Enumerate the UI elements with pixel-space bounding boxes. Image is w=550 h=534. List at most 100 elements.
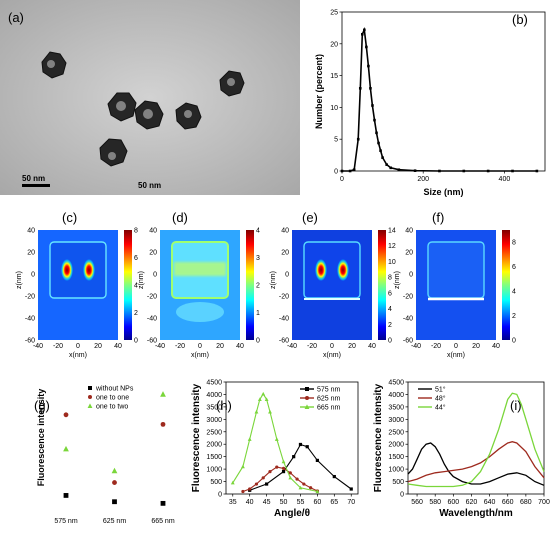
colorbar-tick-label: 0 bbox=[388, 338, 392, 345]
x-tick-label: 40 bbox=[236, 343, 244, 350]
colorbar-tick-label: 6 bbox=[134, 255, 138, 262]
x-tick-label: 0 bbox=[340, 176, 344, 183]
panel-label-d: (d) bbox=[172, 210, 188, 225]
series-line bbox=[342, 26, 537, 172]
data-point bbox=[295, 477, 299, 481]
data-point bbox=[281, 470, 286, 474]
plot-frame bbox=[341, 11, 546, 172]
x-tick-label: -40 bbox=[33, 343, 43, 350]
panel-label-c: (c) bbox=[62, 210, 77, 225]
heatmap-d: (d) bbox=[160, 210, 240, 340]
x-tick-label: 0 bbox=[198, 343, 202, 350]
x-tick-label: 40 bbox=[246, 499, 254, 506]
y-tick-label: 1500 bbox=[206, 454, 222, 461]
panel-label-f: (f) bbox=[432, 210, 444, 225]
colorbar-tick-label: 14 bbox=[388, 228, 396, 235]
data-point bbox=[377, 141, 380, 145]
data-point bbox=[369, 87, 372, 90]
y-tick-label: 0 bbox=[285, 272, 289, 279]
legend-label: 575 nm bbox=[317, 387, 341, 394]
data-point bbox=[365, 45, 368, 49]
colorbar-tick-label: 6 bbox=[512, 264, 516, 271]
y-tick-label: 0 bbox=[218, 492, 222, 499]
cube-outline bbox=[303, 241, 361, 299]
heatmap-e: (e) bbox=[292, 210, 372, 340]
y-tick-label: 3000 bbox=[388, 417, 404, 424]
data-point bbox=[462, 169, 466, 173]
panel-label-h: (h) bbox=[216, 398, 232, 413]
colorbar-tick-label: 4 bbox=[388, 306, 392, 313]
x-axis-label: Size (nm) bbox=[423, 187, 463, 197]
data-point bbox=[112, 499, 117, 505]
colorbar bbox=[124, 230, 132, 340]
colorbar-tick-label: 8 bbox=[134, 228, 138, 235]
data-point bbox=[298, 485, 303, 490]
y-tick-label: 2500 bbox=[388, 429, 404, 436]
y-tick-label: 0 bbox=[409, 272, 413, 279]
data-point bbox=[358, 87, 362, 90]
data-point bbox=[381, 156, 384, 159]
scale-bar bbox=[22, 184, 50, 187]
chart-g: 575 nm 625 nm 665 nm Fluorescence intensity… bbox=[36, 386, 175, 526]
plot-frame bbox=[407, 381, 545, 495]
y-tick-label: -40 bbox=[147, 316, 157, 323]
data-point bbox=[379, 149, 382, 152]
data-point bbox=[349, 487, 353, 491]
x-tick-label: 700 bbox=[538, 499, 550, 506]
y-tick-label: 0 bbox=[153, 272, 157, 279]
y-tick-label: 500 bbox=[392, 479, 404, 486]
y-tick-label: 4500 bbox=[206, 380, 222, 387]
data-point bbox=[302, 482, 306, 486]
data-point bbox=[88, 395, 92, 399]
data-point bbox=[264, 397, 269, 402]
y-tick-label: 1000 bbox=[206, 467, 222, 474]
y-tick-label: 20 bbox=[149, 250, 157, 257]
category-label: 625 nm bbox=[103, 518, 127, 525]
y-tick-label: 15 bbox=[330, 73, 338, 80]
x-tick-label: 0 bbox=[454, 343, 458, 350]
data-point bbox=[309, 486, 313, 490]
x-tick-label: 0 bbox=[330, 343, 334, 350]
x-tick-label: 580 bbox=[429, 499, 441, 506]
colorbar-tick-label: 10 bbox=[388, 259, 396, 266]
colorbar-tick-label: 4 bbox=[512, 289, 516, 296]
data-point bbox=[292, 455, 296, 459]
colorbar-tick-label: 0 bbox=[512, 338, 516, 345]
x-axis-label: x(nm) bbox=[447, 352, 465, 359]
x-tick-label: -20 bbox=[175, 343, 185, 350]
data-point bbox=[63, 493, 69, 498]
heatmap-f: (f) bbox=[416, 210, 496, 340]
series-line bbox=[407, 392, 545, 488]
heatmap-c: (c) bbox=[38, 210, 118, 340]
colorbar-tick-label: 3 bbox=[256, 255, 260, 262]
cube-outline bbox=[49, 241, 107, 299]
data-point bbox=[87, 403, 93, 408]
x-tick-label: 55 bbox=[297, 499, 305, 506]
data-point bbox=[281, 459, 286, 464]
y-tick-label: -60 bbox=[403, 338, 413, 345]
colorbar-tick-label: 6 bbox=[388, 290, 392, 297]
y-tick-label: 20 bbox=[281, 250, 289, 257]
colorbar-tick-label: 4 bbox=[134, 283, 138, 290]
y-axis-label: z(nm) bbox=[16, 271, 23, 289]
y-axis-label: Fluorescence intensity bbox=[36, 389, 46, 487]
y-tick-label: -40 bbox=[403, 316, 413, 323]
y-tick-label: 4000 bbox=[388, 392, 404, 399]
legend-label: one to two bbox=[96, 404, 128, 411]
data-point bbox=[247, 437, 252, 441]
y-tick-label: 4500 bbox=[388, 380, 404, 387]
y-tick-label: 3000 bbox=[206, 417, 222, 424]
data-point bbox=[254, 409, 259, 414]
colorbar bbox=[502, 230, 510, 340]
legend-label: 48° bbox=[435, 395, 446, 403]
data-point bbox=[413, 169, 417, 172]
legend-label: 51° bbox=[435, 386, 446, 394]
x-tick-label: 640 bbox=[484, 499, 496, 506]
hotspot bbox=[176, 302, 224, 322]
colorbar-tick-label: 4 bbox=[256, 228, 260, 235]
data-point bbox=[298, 442, 303, 447]
x-tick-label: 200 bbox=[417, 176, 429, 183]
data-point bbox=[88, 386, 92, 390]
y-axis-label: z(nm) bbox=[394, 271, 401, 289]
